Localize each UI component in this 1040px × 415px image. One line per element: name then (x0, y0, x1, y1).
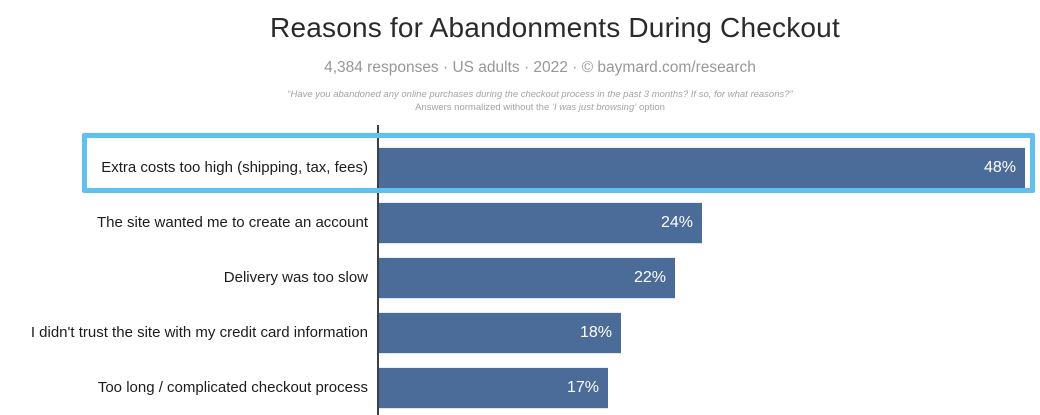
bar-rows: Extra costs too high (shipping, tax, fee… (0, 148, 1040, 415)
bar: 17% (379, 368, 608, 408)
bar-row: I didn't trust the site with my credit c… (0, 313, 1040, 353)
bar: 48% (379, 148, 1025, 188)
bar: 24% (379, 203, 702, 243)
bar-value-label: 24% (660, 214, 693, 231)
bar-row: Too long / complicated checkout process 1… (0, 368, 1040, 408)
normalization-note-suffix: option (636, 102, 665, 113)
category-label: Extra costs too high (shipping, tax, fee… (101, 159, 368, 176)
bar-value-label: 48% (983, 159, 1016, 176)
bar: 18% (379, 313, 621, 353)
bar-value-label: 18% (579, 324, 612, 341)
bar-row: Extra costs too high (shipping, tax, fee… (0, 148, 1040, 188)
survey-question-note: “Have you abandoned any online purchases… (287, 89, 793, 100)
bar-value-label: 17% (566, 379, 599, 396)
bar-row: Delivery was too slow 22% (0, 258, 1040, 298)
category-label: The site wanted me to create an account (97, 214, 368, 231)
chart-subtitle: 4,384 responses · US adults · 2022 · © b… (324, 59, 756, 76)
normalization-note-prefix: Answers normalized without the (415, 102, 552, 113)
category-label: Delivery was too slow (223, 269, 368, 286)
category-label: I didn't trust the site with my credit c… (30, 324, 368, 341)
bar-value-label: 22% (633, 269, 666, 286)
bar-row: The site wanted me to create an account 2… (0, 203, 1040, 243)
normalization-note: Answers normalized without the ‘I was ju… (0, 102, 1040, 113)
y-axis-line (377, 125, 379, 415)
category-label: Too long / complicated checkout process (97, 379, 368, 396)
normalization-note-quoted: ‘I was just browsing’ (551, 102, 637, 113)
bar: 22% (379, 258, 675, 298)
chart-title: Reasons for Abandonments During Checkout (270, 12, 840, 43)
